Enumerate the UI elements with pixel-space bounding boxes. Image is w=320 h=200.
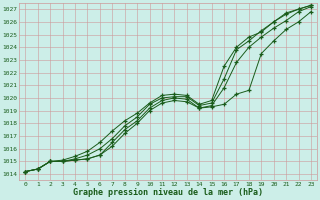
- X-axis label: Graphe pression niveau de la mer (hPa): Graphe pression niveau de la mer (hPa): [73, 188, 263, 197]
